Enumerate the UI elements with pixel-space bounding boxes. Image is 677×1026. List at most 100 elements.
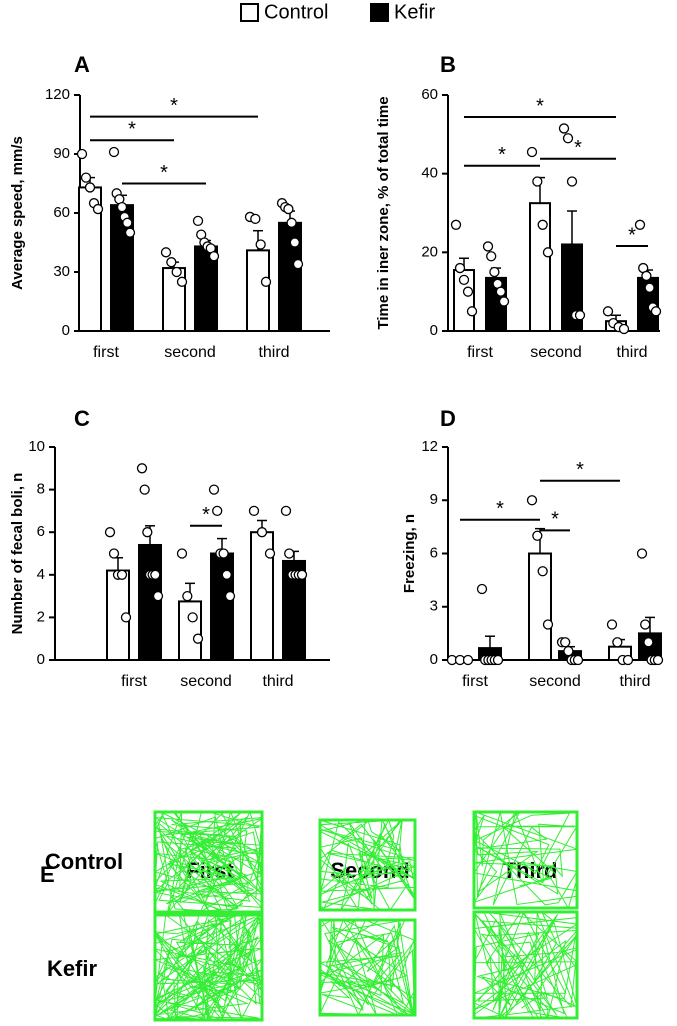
x-tick-label: second xyxy=(180,673,232,690)
y-tick-label: 6 xyxy=(37,523,45,540)
y-tick-label: 60 xyxy=(53,204,70,221)
data-point xyxy=(139,484,150,495)
data-point xyxy=(280,505,292,517)
y-tick-label: 90 xyxy=(53,145,70,162)
x-tick-label: third xyxy=(619,673,650,690)
data-point xyxy=(289,237,300,248)
x-tick-label: first xyxy=(462,673,488,690)
data-point xyxy=(92,203,104,215)
legend-swatch xyxy=(240,3,259,22)
data-point xyxy=(566,176,578,187)
data-point xyxy=(116,569,128,580)
data-point xyxy=(248,505,260,517)
x-tick-label: second xyxy=(529,673,581,690)
data-point xyxy=(104,527,116,538)
data-point xyxy=(264,548,276,559)
x-tick-label: third xyxy=(616,344,647,361)
data-point xyxy=(187,612,198,623)
significance-label: * xyxy=(574,137,582,159)
y-tick-label: 3 xyxy=(430,598,438,615)
data-point xyxy=(150,569,161,580)
data-point xyxy=(636,548,648,559)
y-tick-label: 8 xyxy=(37,481,45,498)
y-axis-label: Time in iner zone, % of total time xyxy=(375,96,392,329)
legend-swatch xyxy=(370,3,389,22)
data-point xyxy=(572,654,584,666)
data-point xyxy=(486,251,497,262)
data-point xyxy=(462,654,474,666)
data-point xyxy=(108,146,120,158)
data-point xyxy=(526,146,538,158)
data-point xyxy=(221,569,232,580)
data-point xyxy=(489,266,500,278)
data-point xyxy=(192,633,204,644)
data-point xyxy=(612,637,623,648)
bar xyxy=(246,249,270,332)
track xyxy=(472,811,578,910)
data-point xyxy=(458,274,470,286)
data-point xyxy=(108,548,120,559)
data-point xyxy=(250,213,261,225)
track xyxy=(153,810,264,914)
significance-label: * xyxy=(628,224,636,246)
data-point xyxy=(256,527,268,538)
data-point xyxy=(176,276,188,287)
data-point xyxy=(537,566,548,577)
data-point xyxy=(76,148,88,160)
panel-label: B xyxy=(440,52,456,77)
data-point xyxy=(526,495,538,506)
panel-label: E xyxy=(40,862,55,887)
track xyxy=(318,918,416,1017)
data-point xyxy=(166,257,177,268)
significance-label: * xyxy=(170,95,178,117)
x-tick-label: first xyxy=(93,344,119,361)
legend-label: Kefir xyxy=(394,1,435,23)
data-point xyxy=(643,637,654,648)
panel-label: A xyxy=(74,52,90,77)
y-tick-label: 30 xyxy=(53,263,70,280)
data-point xyxy=(652,654,664,666)
data-point xyxy=(296,569,308,580)
data-point xyxy=(260,276,272,287)
data-point xyxy=(542,247,554,258)
data-point xyxy=(558,123,570,134)
data-point xyxy=(542,619,554,630)
y-tick-label: 2 xyxy=(37,608,45,625)
data-point xyxy=(476,583,488,595)
data-point xyxy=(80,172,92,183)
x-tick-label: first xyxy=(467,344,493,361)
y-axis-label: Average speed, mm/s xyxy=(9,136,26,290)
bar xyxy=(178,600,202,661)
y-tick-label: 9 xyxy=(430,491,438,508)
data-point xyxy=(292,258,304,270)
panel-label: C xyxy=(74,406,90,431)
data-point xyxy=(562,133,574,144)
y-tick-label: 0 xyxy=(37,651,45,668)
significance-label: * xyxy=(536,95,544,117)
track xyxy=(318,818,416,912)
significance-label: * xyxy=(551,509,559,531)
data-point xyxy=(537,219,548,230)
significance-label: * xyxy=(576,459,584,481)
data-point xyxy=(622,654,634,666)
data-point xyxy=(120,612,132,623)
y-tick-label: 60 xyxy=(421,86,438,103)
significance-label: * xyxy=(496,498,504,520)
x-tick-label: third xyxy=(262,673,293,690)
y-tick-label: 12 xyxy=(421,438,438,455)
data-point xyxy=(182,590,193,602)
data-point xyxy=(152,590,164,602)
data-point xyxy=(560,637,571,648)
data-point xyxy=(122,217,133,228)
significance-label: * xyxy=(160,162,168,184)
data-point xyxy=(454,262,466,274)
row-label: Kefir xyxy=(47,956,98,981)
data-point xyxy=(284,548,295,559)
data-point xyxy=(218,548,229,559)
y-tick-label: 0 xyxy=(430,651,438,668)
track xyxy=(473,910,579,1020)
data-point xyxy=(606,619,618,630)
significance-label: * xyxy=(202,504,210,526)
legend-label: Control xyxy=(264,1,328,23)
